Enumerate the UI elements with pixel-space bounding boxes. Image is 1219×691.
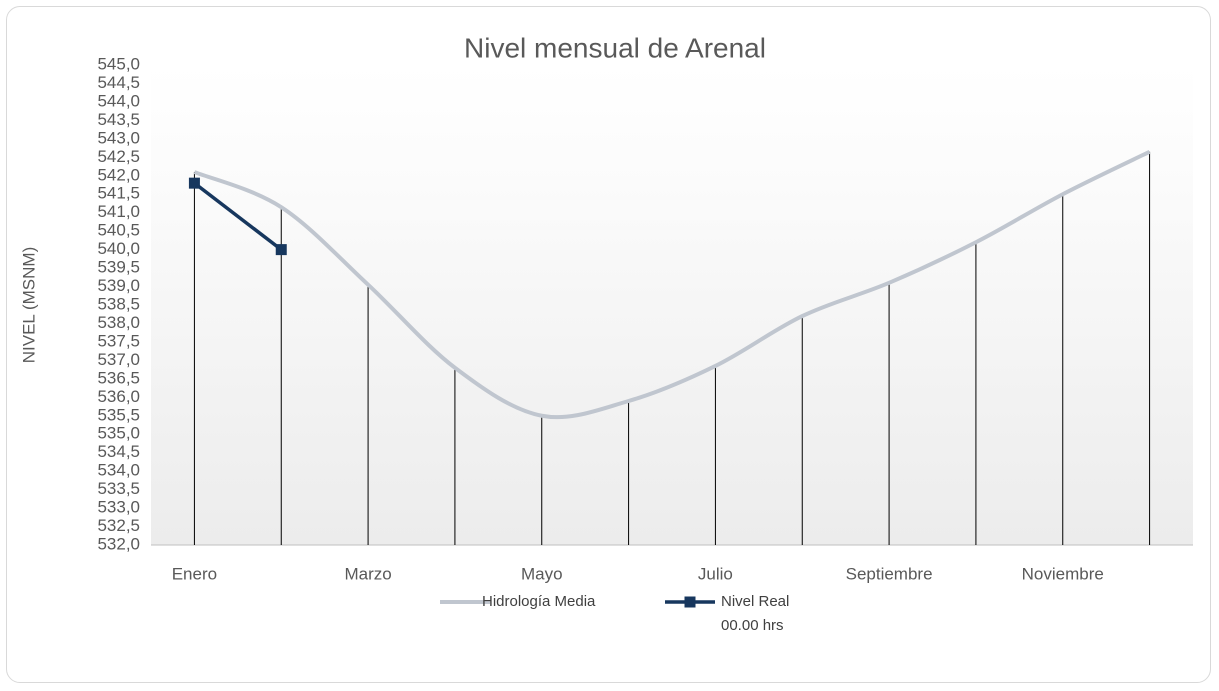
y-tick-label: 533,0 — [97, 498, 140, 517]
y-tick-label: 540,0 — [97, 239, 140, 258]
y-tick-label: 535,0 — [97, 424, 140, 443]
y-tick-label: 545,0 — [97, 54, 140, 73]
y-tick-label: 534,5 — [97, 442, 140, 461]
y-tick-label: 535,5 — [97, 405, 140, 424]
plot-area — [151, 65, 1193, 545]
y-tick-label: 543,5 — [97, 110, 140, 129]
y-tick-label: 536,0 — [97, 387, 140, 406]
x-tick-label: Mayo — [521, 564, 563, 583]
y-tick-label: 540,5 — [97, 221, 140, 240]
x-tick-label: Julio — [698, 564, 733, 583]
legend-label: Hidrología Media — [482, 593, 596, 610]
x-tick-label: Septiembre — [846, 564, 933, 583]
marker — [188, 177, 200, 189]
y-tick-label: 544,0 — [97, 91, 140, 110]
y-tick-label: 534,0 — [97, 461, 140, 480]
y-axis-label: NIVEL (MSNM) — [19, 247, 38, 364]
y-tick-label: 539,0 — [97, 276, 140, 295]
y-tick-label: 532,5 — [97, 516, 140, 535]
legend-marker — [684, 596, 696, 608]
y-tick-label: 537,5 — [97, 331, 140, 350]
y-tick-label: 544,5 — [97, 73, 140, 92]
y-tick-label: 536,5 — [97, 368, 140, 387]
y-tick-label: 537,0 — [97, 350, 140, 369]
marker — [275, 244, 287, 256]
chart-title: Nivel mensual de Arenal — [464, 32, 766, 63]
legend-label: Nivel Real 00.00 hrs — [721, 593, 790, 634]
series-line — [193, 149, 1151, 420]
y-tick-label: 532,0 — [97, 534, 140, 553]
x-tick-label: Enero — [172, 564, 217, 583]
y-tick-label: 542,0 — [97, 165, 140, 184]
y-tick-label: 541,5 — [97, 184, 140, 203]
y-tick-label: 533,5 — [97, 479, 140, 498]
y-tick-label: 539,5 — [97, 258, 140, 277]
x-tick-label: Noviembre — [1022, 564, 1104, 583]
series-line — [193, 181, 283, 252]
y-tick-label: 543,0 — [97, 128, 140, 147]
y-tick-label: 542,5 — [97, 147, 140, 166]
x-tick-label: Marzo — [344, 564, 391, 583]
y-tick-label: 541,0 — [97, 202, 140, 221]
y-tick-label: 538,5 — [97, 294, 140, 313]
y-tick-label: 538,0 — [97, 313, 140, 332]
